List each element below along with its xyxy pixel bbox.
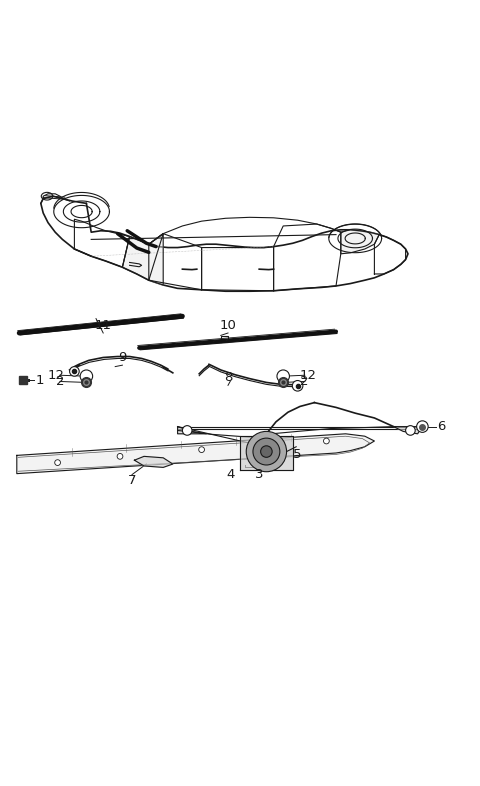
Circle shape — [117, 454, 123, 459]
Text: 4: 4 — [226, 468, 235, 481]
Circle shape — [406, 426, 415, 435]
Text: 3: 3 — [255, 468, 264, 481]
Polygon shape — [17, 434, 374, 474]
Polygon shape — [134, 457, 173, 468]
Circle shape — [253, 438, 280, 465]
Text: 9: 9 — [118, 351, 127, 364]
Circle shape — [80, 370, 93, 383]
Polygon shape — [240, 436, 293, 470]
Text: 5: 5 — [293, 448, 302, 461]
Text: 2: 2 — [56, 375, 65, 388]
Polygon shape — [394, 427, 422, 434]
Circle shape — [276, 442, 281, 447]
Circle shape — [199, 446, 204, 453]
Polygon shape — [341, 230, 379, 254]
Text: 7: 7 — [128, 474, 136, 487]
Text: 1: 1 — [36, 373, 45, 387]
Text: 6: 6 — [437, 420, 445, 433]
Circle shape — [324, 438, 329, 444]
Circle shape — [70, 366, 79, 376]
Text: 2: 2 — [300, 375, 309, 388]
Text: 8: 8 — [224, 371, 232, 384]
Text: 12: 12 — [48, 369, 65, 382]
Polygon shape — [122, 233, 163, 285]
Text: 10: 10 — [219, 319, 237, 332]
Text: 12: 12 — [300, 369, 317, 382]
Circle shape — [292, 380, 303, 391]
Text: 11: 11 — [95, 319, 112, 332]
Circle shape — [417, 421, 428, 432]
Polygon shape — [178, 427, 206, 434]
Circle shape — [182, 426, 192, 435]
Circle shape — [261, 446, 272, 457]
Circle shape — [277, 370, 289, 383]
Circle shape — [55, 460, 60, 465]
Circle shape — [246, 432, 287, 472]
